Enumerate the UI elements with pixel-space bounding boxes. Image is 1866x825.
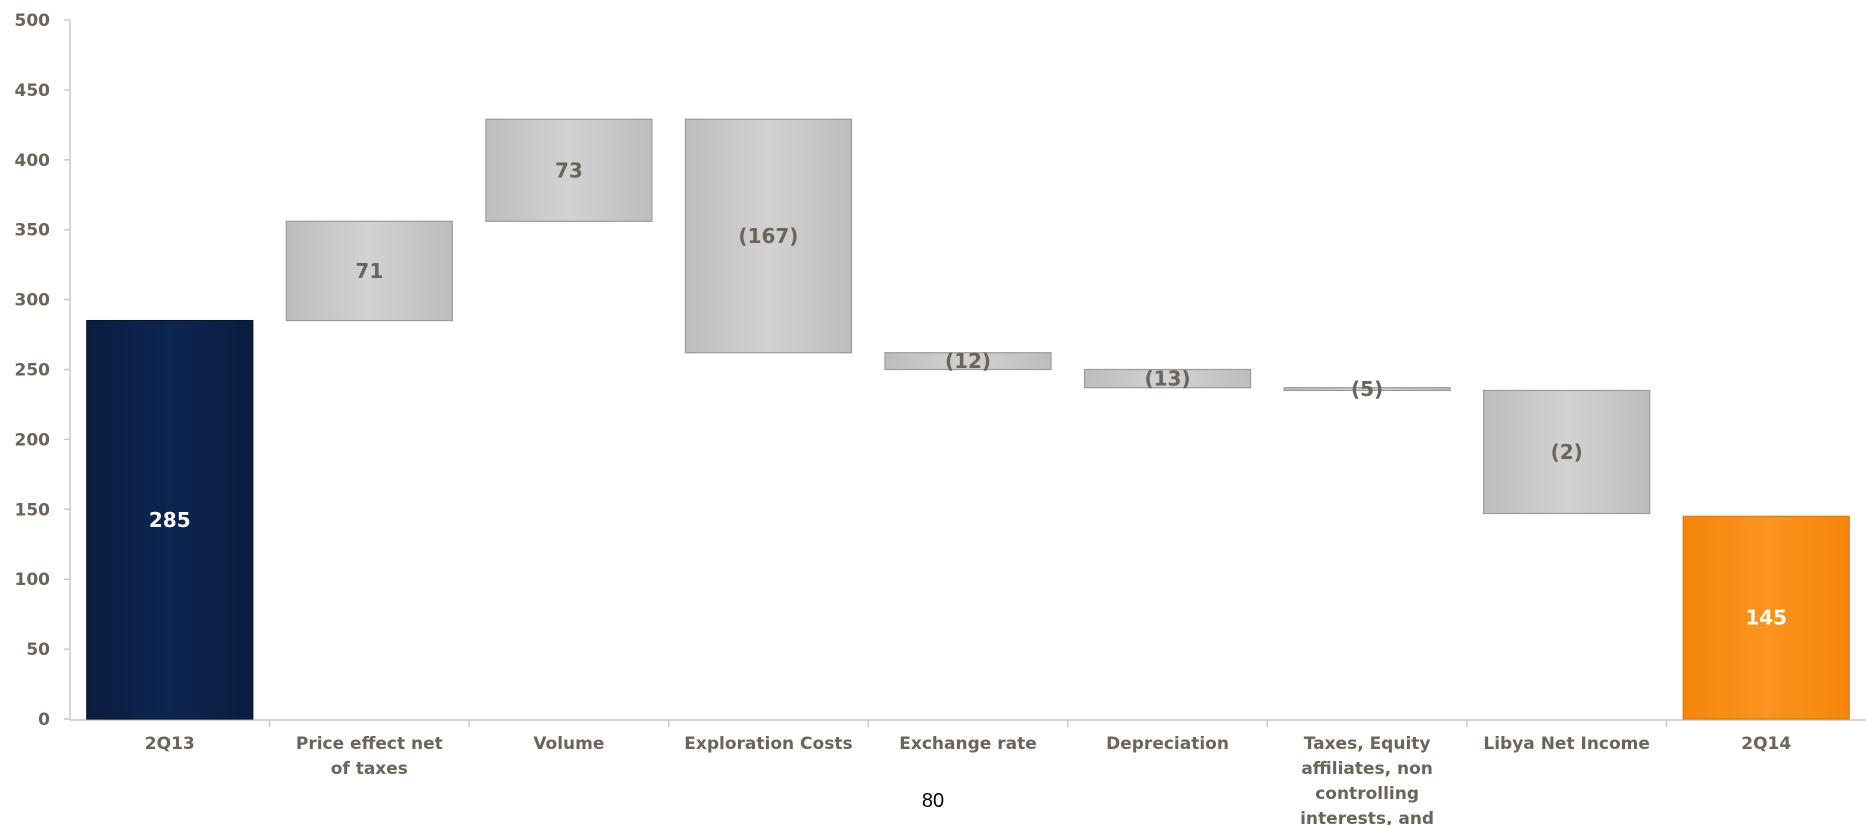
x-category-label: Price effect net of taxes: [296, 734, 443, 779]
x-category-label: Exploration Costs: [684, 734, 852, 754]
x-category-label: Exchange rate: [899, 734, 1036, 754]
x-category-label: Volume: [533, 734, 604, 754]
x-category-label: 2Q14: [1741, 734, 1791, 754]
bar-3: [485, 118, 653, 222]
bar-4: [684, 118, 853, 354]
data-label: (167): [738, 224, 798, 248]
bar-2: [285, 220, 453, 322]
x-category-label: Depreciation: [1106, 734, 1229, 754]
x-category-label: Libya Net Income: [1483, 734, 1650, 754]
bar-5: [884, 352, 1052, 371]
y-tick-label: 50: [26, 640, 50, 660]
data-label: (5): [1351, 377, 1383, 401]
data-label: 73: [555, 158, 583, 182]
data-label: 285: [149, 508, 191, 532]
y-tick-label: 300: [15, 291, 51, 311]
x-category-label: 2Q13: [145, 734, 195, 754]
bar-8: [1483, 389, 1651, 515]
data-label: (12): [945, 349, 991, 373]
y-tick-label: 0: [38, 710, 50, 730]
y-tick-label: 500: [15, 11, 51, 31]
y-tick-label: 200: [15, 430, 51, 450]
bar-9: [1682, 515, 1850, 720]
y-tick-label: 350: [15, 221, 51, 241]
y-tick-label: 400: [15, 151, 51, 171]
bar-7: [1283, 387, 1451, 392]
y-tick-label: 250: [15, 361, 51, 381]
bar-6: [1083, 368, 1252, 389]
data-label: (13): [1144, 367, 1190, 391]
y-tick-label: 450: [15, 81, 51, 101]
bar-1: [86, 319, 254, 720]
y-tick-label: 150: [15, 500, 51, 520]
data-label: 145: [1745, 606, 1787, 630]
data-label: 71: [355, 259, 383, 283]
data-label: (2): [1551, 440, 1583, 464]
y-tick-label: 100: [15, 570, 51, 590]
page-number: 80: [921, 790, 945, 812]
x-category-label: Taxes, Equity affiliates, non controlling i…: [1300, 734, 1434, 825]
